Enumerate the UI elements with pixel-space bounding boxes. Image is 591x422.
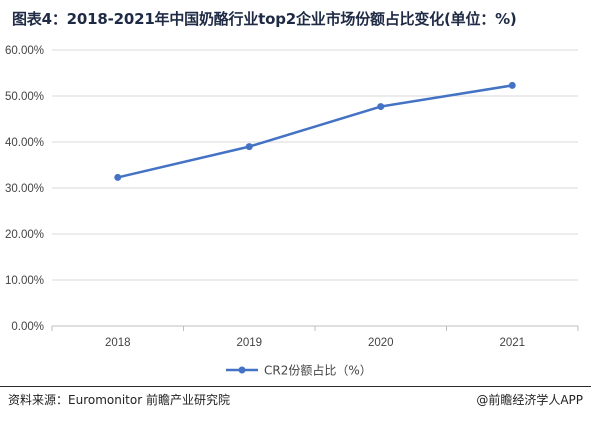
legend-label: CR2份额占比（%） (264, 363, 372, 378)
x-tick-label: 2021 (499, 337, 525, 349)
footer-divider (0, 386, 591, 387)
data-point (508, 81, 516, 89)
legend-marker (238, 366, 246, 374)
x-tick-label: 2019 (236, 337, 262, 349)
gridlines (52, 49, 578, 281)
x-tick-label: 2020 (368, 337, 394, 349)
source-note: 资料来源：Euromonitor 前瞻产业研究院 (8, 393, 230, 407)
y-tick-label: 10.00% (5, 275, 44, 287)
data-point (114, 173, 122, 181)
x-tick-label: 2018 (105, 337, 131, 349)
y-tick-label: 50.00% (5, 91, 44, 103)
y-tick-label: 30.00% (5, 183, 44, 195)
axes: 0.00% 10.00% 20.00% 30.00% 40.00% 50.00% 60.00… (5, 45, 579, 349)
series-layer (114, 81, 516, 181)
y-tick-label: 0.00% (11, 321, 44, 333)
data-point (377, 103, 385, 111)
y-tick-label: 40.00% (5, 137, 44, 149)
series-line (116, 84, 514, 179)
chart-title: 图表4：2018-2021年中国奶酪行业top2企业市场份额占比变化(单位：%) (12, 10, 517, 28)
y-tick-label: 60.00% (5, 45, 44, 57)
data-point (245, 143, 253, 151)
legend: CR2份额占比（%） (226, 363, 372, 378)
y-tick-label: 20.00% (5, 229, 44, 241)
credit-note: @前瞻经济学人APP (476, 393, 583, 407)
